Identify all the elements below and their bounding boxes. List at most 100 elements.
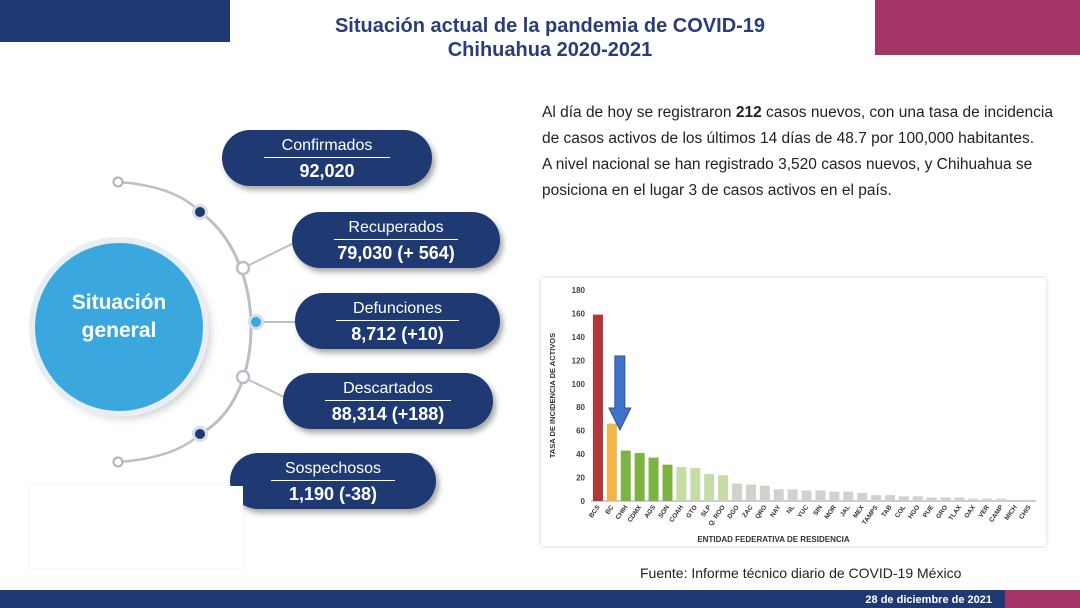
connector-top-line [117, 180, 201, 213]
x-tick-label: COAH [668, 504, 685, 524]
card-defunciones: Defunciones 8,712 (+10) [295, 293, 500, 349]
card-descartados: Descartados 88,314 (+188) [283, 373, 493, 429]
card-underline [325, 400, 451, 401]
y-tick-label: 0 [581, 497, 586, 506]
connector-3 [242, 376, 291, 401]
bar-nay [773, 489, 784, 501]
card-underline [264, 157, 390, 158]
header-accent-left [0, 0, 230, 42]
summary-paragraph: Al día de hoy se registraron 212 casos n… [542, 100, 1062, 204]
x-tick-label: DGO [726, 504, 740, 520]
bar-chis [1024, 499, 1035, 501]
card-value: 88,314 (+188) [331, 404, 445, 424]
bar-qro [759, 485, 770, 501]
x-axis-label: ENTIDAD FEDERATIVA DE RESIDENCIA [697, 535, 850, 544]
bar-bc [606, 423, 617, 501]
card-value: 1,190 (-38) [288, 484, 378, 504]
bar-slp [704, 474, 715, 501]
x-tick-label: CDMX [627, 504, 644, 524]
title-line-1: Situación actual de la pandemia de COVID… [334, 15, 766, 37]
y-tick-label: 20 [576, 474, 585, 483]
x-tick-label: COL [894, 504, 908, 519]
bar-mex [857, 492, 868, 501]
card-underline [271, 480, 395, 481]
bar-dgo [732, 483, 743, 501]
card-value: 92,020 [299, 161, 355, 181]
footer-accent [1005, 590, 1080, 608]
blank-panel [30, 486, 243, 568]
x-tick-label: NL [786, 504, 797, 515]
x-tick-label: JAL [839, 504, 852, 518]
y-tick-label: 140 [572, 333, 586, 342]
x-tick-label: HGO [907, 504, 921, 520]
x-tick-label: CHIS [1018, 504, 1033, 521]
node-2 [235, 260, 251, 276]
connector-1 [242, 239, 301, 269]
paragraph-1: Al día de hoy se registraron 212 casos n… [542, 100, 1062, 152]
connector-arc [199, 210, 253, 436]
card-label: Descartados [343, 380, 433, 397]
card-label: Defunciones [353, 300, 442, 317]
card-confirmados: Confirmados 92,020 [222, 130, 432, 186]
y-tick-label: 100 [572, 380, 586, 389]
bar-chih [620, 450, 631, 501]
card-label: Sospechosos [284, 460, 382, 477]
x-tick-label: ZAC [741, 504, 755, 519]
title-line-2: Chihuahua 2020-2021 [447, 39, 653, 61]
arrow-shape [608, 355, 632, 432]
card-sospechosos: Sospechosos 1,190 (-38) [230, 453, 436, 509]
paragraph-2: A nivel nacional se han registrado 3,520… [542, 156, 1033, 199]
bar-nl [787, 489, 798, 501]
bar-jal [843, 491, 854, 501]
card-value: 8,712 (+10) [351, 324, 444, 344]
bar-gto [690, 468, 701, 501]
bar-gro [940, 497, 951, 501]
bar-qroo [718, 475, 729, 501]
node-end-bottom [112, 456, 124, 468]
x-tick-label: YUC [797, 504, 811, 520]
x-tick-label: GTO [685, 504, 699, 519]
card-recuperados: Recuperados 79,030 (+ 564) [292, 212, 500, 268]
y-tick-label: 80 [576, 403, 585, 412]
source-note: Fuente: Informe técnico diario de COVID-… [640, 565, 962, 581]
x-tick-label: NAY [769, 504, 783, 519]
node-end-top [112, 176, 124, 188]
bar-bcs [592, 314, 603, 501]
node-1 [192, 204, 208, 220]
card-value: 79,030 (+ 564) [337, 243, 455, 263]
x-tick-label: SLP [700, 504, 713, 519]
paragraph-1-start: Al día de hoy se registraron [542, 104, 736, 121]
footer-date: 28 de diciembre de 2021 [865, 594, 992, 606]
circle-label-line-2: general [81, 319, 157, 342]
footer-bar [0, 590, 1080, 608]
bar-cdmx [634, 452, 645, 501]
y-tick-label: 160 [572, 309, 586, 318]
situacion-general-circle: Situación general [35, 243, 203, 411]
x-tick-label: MICH [1004, 504, 1019, 522]
bar-tlax [954, 497, 965, 501]
node-3 [248, 314, 264, 330]
bar-yuc [801, 490, 812, 501]
bar-pue [926, 497, 937, 501]
highlight-arrow [608, 355, 632, 432]
y-tick-label: 180 [572, 286, 586, 295]
page-title: Situación actual de la pandemia de COVID… [250, 14, 850, 62]
bar-coah [676, 467, 687, 501]
x-tick-label: BC [604, 504, 615, 516]
node-5 [192, 426, 208, 442]
y-tick-label: 120 [572, 356, 586, 365]
bar-mor [829, 491, 840, 501]
card-label: Confirmados [281, 137, 373, 154]
y-tick-label: 60 [576, 427, 585, 436]
x-tick-label: OAX [963, 504, 977, 520]
bar-ags [648, 457, 659, 501]
bar-ver [982, 498, 993, 501]
bar-hgo [912, 496, 923, 501]
x-tick-label: PUE [922, 504, 936, 520]
x-tick-label: BCS [588, 504, 602, 520]
connector-diagram [112, 176, 301, 468]
bar-tab [884, 495, 895, 501]
node-4 [235, 369, 251, 385]
situacion-general-label: Situación general [35, 289, 203, 345]
